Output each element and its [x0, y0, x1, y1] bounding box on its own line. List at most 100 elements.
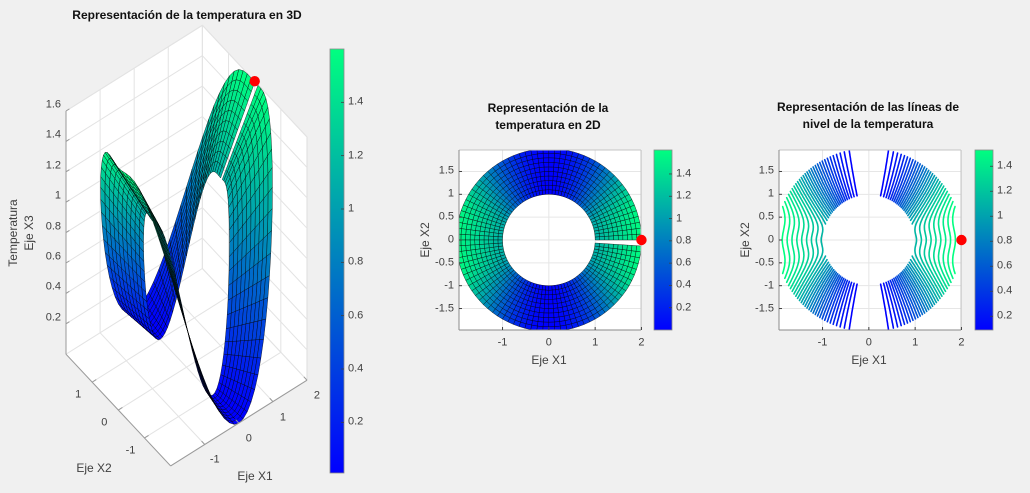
colorbar-tick-label: 1.2	[676, 189, 692, 202]
x2-tick-label: 1	[767, 187, 774, 200]
contour-axes	[778, 149, 962, 331]
contour-level-line	[816, 163, 921, 317]
colorbar-tick-label: 0.6	[997, 259, 1013, 272]
contour-level-line	[796, 180, 941, 300]
x2-axis-label: Eje X2	[418, 222, 432, 258]
colorbar-tick-label: 0.4	[997, 284, 1013, 297]
colorbar-tick-label: 0.8	[348, 255, 364, 268]
plot2d-title-line1: Representación de la	[487, 101, 609, 115]
colorbar-tick-label: 0.2	[676, 301, 692, 314]
x1-tick-label: 2	[638, 336, 645, 349]
contour-colorbar	[974, 149, 994, 331]
colorbar-tick-label: 1	[348, 202, 355, 215]
x1-axis-label: Eje X1	[851, 353, 887, 367]
surface-3d	[100, 69, 273, 425]
colorbar-tick-label: 0.6	[676, 256, 692, 269]
contour-level-line	[791, 187, 947, 293]
x1-axis-label: Eje X1	[531, 353, 567, 367]
x2-tick-label: 0.5	[438, 210, 454, 223]
contour-level-line	[835, 153, 902, 327]
colorbar-gradient	[329, 48, 345, 474]
contour-title-line1: Representación de las líneas de	[776, 100, 960, 114]
contour-level-line	[848, 150, 890, 330]
x2-tick-label: 1	[447, 187, 454, 200]
x2-tick-label: -1	[764, 279, 774, 292]
colorbar-tick-label: 1.4	[997, 159, 1013, 172]
contour-level-line	[832, 154, 906, 326]
x1-tick-label: 0	[545, 336, 552, 349]
x2-tick-label: -0.5	[435, 256, 454, 269]
contour-level-line	[814, 164, 924, 316]
x3-tick-label: 1.4	[45, 128, 61, 141]
axes-box	[778, 149, 962, 331]
x3-axis-label-line1: Temperatura	[6, 199, 20, 267]
contour-level-line	[812, 166, 926, 314]
colorbar-tick-label: 0.6	[348, 309, 364, 322]
peak-marker	[636, 234, 647, 246]
contour-level-line	[810, 167, 928, 313]
contour-level-line	[829, 156, 909, 324]
x1-tick-label: 0	[865, 336, 872, 349]
plot2d-axes	[458, 149, 642, 331]
contour-title-line2: nivel de la temperatura	[802, 117, 934, 131]
x2-tick-label: -1	[444, 279, 454, 292]
plot2d-colorbar	[653, 149, 673, 331]
colorbar-tick-label: 0.2	[997, 309, 1013, 322]
x1-tick-label: 0	[245, 432, 252, 445]
x1-tick-label: -1	[817, 336, 828, 349]
x3-tick-label: 0.6	[45, 250, 61, 263]
contour-lines	[781, 150, 957, 330]
contour-level-line	[808, 169, 930, 311]
plot3d-title: Representación de la temperatura en 3D	[72, 8, 302, 22]
contour-level-line	[802, 174, 936, 306]
x3-tick-label: 0.4	[45, 280, 61, 293]
x2-tick-label: 0.5	[758, 210, 774, 223]
colorbar-tick-label: 0.8	[676, 234, 692, 247]
x2-tick-label: -0.5	[755, 256, 774, 269]
x2-tick-label: 1.5	[758, 164, 774, 177]
x2-tick-label: 0	[447, 233, 454, 246]
x2-tick-label: -1.5	[435, 302, 454, 315]
x2-tick-label: 0	[767, 233, 774, 246]
plot3d-axes	[65, 24, 308, 467]
x3-tick-label: 1.6	[45, 98, 61, 111]
peak-marker	[956, 234, 967, 246]
contour-level-line	[793, 185, 945, 295]
contour-level-line	[821, 160, 917, 320]
x1-tick-label: 1	[912, 336, 919, 349]
x3-axis-label-line2: Eje X3	[22, 215, 36, 251]
colorbar-gradient	[653, 149, 673, 331]
colorbar-tick-label: 1.2	[348, 149, 364, 162]
plot3d-axis-lines	[65, 108, 308, 467]
plot2d-title-line2: temperatura en 2D	[495, 118, 601, 132]
colorbar-gradient	[974, 149, 994, 331]
contour-level-line	[789, 190, 949, 290]
contour-level-line	[800, 176, 938, 304]
colorbar-tick-label: 0.2	[348, 415, 364, 428]
colorbar-tick-label: 1.4	[676, 167, 692, 180]
x2-tick-label: 0	[101, 416, 108, 429]
plot-content	[781, 150, 957, 330]
x1-tick-label: -1	[497, 336, 508, 349]
plot-content	[459, 150, 641, 330]
contour-level-line	[781, 205, 957, 275]
x1-axis-label: Eje X1	[237, 469, 273, 483]
x3-tick-label: 1.2	[45, 159, 61, 172]
x3-tick-label: 0.8	[45, 220, 61, 233]
x2-tick-label: -1.5	[755, 302, 774, 315]
contour-level-line	[826, 157, 912, 323]
x2-tick-label: 1	[75, 388, 82, 401]
surface-2d	[459, 150, 641, 330]
contour-level-line	[823, 158, 914, 322]
x2-tick-label: 1.5	[438, 164, 454, 177]
peak-marker	[249, 75, 260, 87]
colorbar-tick-label: 1	[676, 212, 683, 225]
colorbar-tick-label: 1.2	[997, 184, 1013, 197]
x1-tick-label: -1	[209, 453, 220, 466]
contour-level-line	[819, 161, 919, 319]
colorbar-tick-label: 0.8	[997, 234, 1013, 247]
x2-tick-label: -1	[125, 444, 136, 457]
contour-level-line	[785, 196, 952, 284]
x1-tick-label: 2	[313, 389, 321, 402]
